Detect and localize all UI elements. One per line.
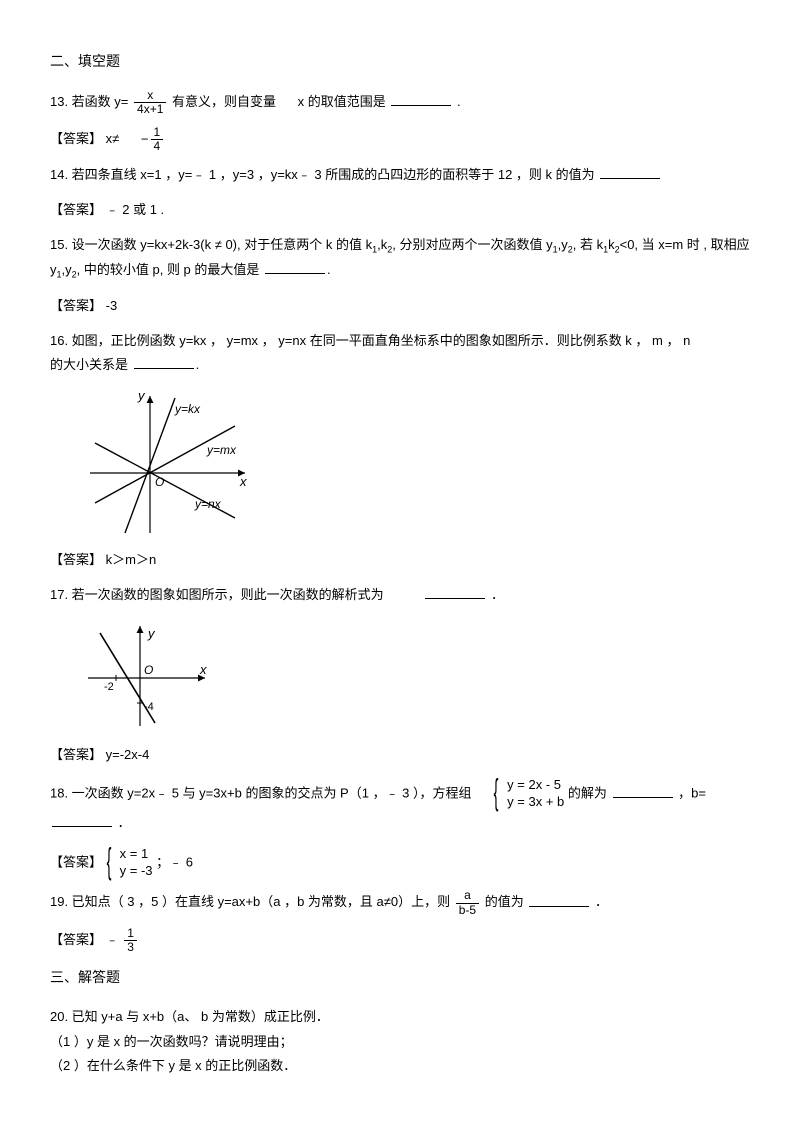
- q13-frac-den: 4x+1: [134, 103, 166, 116]
- fig17-m4: -4: [144, 701, 154, 713]
- q20-l2: （1 ）y 是 x 的一次函数吗？请说明理由；: [50, 1030, 750, 1055]
- q13-pre: 13. 若函数 y=: [50, 94, 128, 109]
- q19-frac-num: a: [456, 889, 479, 903]
- q15-l2b: ,y: [62, 262, 72, 277]
- q16: 16. 如图，正比例函数 y=kx ， y=mx ， y=nx 在同一平面直角坐…: [50, 329, 750, 378]
- q19-end: ．: [595, 895, 608, 910]
- q15-blank: [265, 260, 325, 274]
- fig16-o: O: [155, 475, 164, 489]
- q18-system: y = 2x - 5 y = 3x + b: [493, 777, 564, 811]
- a13: 【答案】 x≠ − 1 4: [50, 126, 750, 153]
- a18-tail: ；﹣ 6: [156, 854, 193, 869]
- q15-l2c: , 中的较小值 p, 则 p 的最大值是: [77, 262, 260, 277]
- a16-val: k＞m＞n: [106, 552, 157, 567]
- a15: 【答案】 -3: [50, 294, 750, 319]
- q20: 20. 已知 y+a 与 x+b（a、 b 为常数）成正比例． （1 ）y 是 …: [50, 1005, 750, 1079]
- a17: 【答案】 y=-2x-4: [50, 743, 750, 768]
- q19: 19. 已知点（ 3 ，5 ）在直线 y=ax+b（a ，b 为常数，且 a≠0…: [50, 889, 750, 916]
- a19-frac-num: 1: [124, 927, 137, 941]
- a16-label: 【答案】: [50, 552, 102, 567]
- q13-fraction: x 4x+1: [134, 89, 166, 116]
- a15-label: 【答案】: [50, 298, 102, 313]
- a15-val: -3: [106, 298, 118, 313]
- a18: 【答案】 x = 1 y = -3 ；﹣ 6: [50, 846, 750, 880]
- a14-label: 【答案】: [50, 202, 102, 217]
- a18-system: x = 1 y = -3: [106, 846, 153, 880]
- q19-pre: 19. 已知点（ 3 ，5 ）在直线 y=ax+b（a ，b 为常数，且 a≠0…: [50, 895, 450, 910]
- q14-blank: [600, 165, 660, 179]
- a18-label: 【答案】: [50, 854, 102, 869]
- a19-fraction: 1 3: [124, 927, 137, 954]
- q19-frac-den: b-5: [456, 904, 479, 917]
- q18-end: ．: [118, 815, 131, 830]
- q16-blank: [134, 355, 194, 369]
- fig16-nx: y=nx: [194, 497, 222, 511]
- fig16-kx: y=kx: [174, 402, 201, 416]
- section-solve-title: 三、解答题: [50, 964, 750, 991]
- fig17-o: O: [144, 663, 153, 677]
- a14: 【答案】 ﹣ 2 或 1 .: [50, 198, 750, 223]
- q17-blank: [425, 585, 485, 599]
- q17-text: 17. 若一次函数的图象如图所示，则此一次函数的解析式为: [50, 587, 384, 602]
- fig17: y x O -2 -4: [80, 618, 750, 733]
- a13-fraction: 1 4: [151, 126, 164, 153]
- q13-blank: [391, 92, 451, 106]
- q17: 17. 若一次函数的图象如图所示，则此一次函数的解析式为 ．: [50, 583, 750, 608]
- a13-label: 【答案】: [50, 131, 102, 146]
- q18-pre: 18. 一次函数 y=2x﹣ 5 与 y=3x+b 的图象的交点为 P（1 ，﹣…: [50, 786, 472, 801]
- q16-l2end: .: [196, 357, 200, 372]
- a13-frac-num: 1: [151, 126, 164, 140]
- q20-l3: （2 ）在什么条件下 y 是 x 的正比例函数．: [50, 1054, 750, 1079]
- a17-label: 【答案】: [50, 747, 102, 762]
- q18: 18. 一次函数 y=2x﹣ 5 与 y=3x+b 的图象的交点为 P（1 ，﹣…: [50, 777, 750, 835]
- a19: 【答案】 ﹣ 1 3: [50, 927, 750, 954]
- q19-fraction: a b-5: [456, 889, 479, 916]
- q15-l2d: .: [327, 262, 331, 277]
- q18-blank2: [52, 813, 112, 827]
- q20-l1: 20. 已知 y+a 与 x+b（a、 b 为常数）成正比例．: [50, 1005, 750, 1030]
- a19-frac-den: 3: [124, 941, 137, 954]
- q19-post: 的值为: [485, 895, 524, 910]
- q13-frac-num: x: [134, 89, 166, 103]
- a19-neg: ﹣: [106, 932, 119, 947]
- q13-post1: 有意义，则自变量: [172, 94, 276, 109]
- fig16: y x O y=kx y=mx y=nx: [80, 388, 750, 538]
- a19-label: 【答案】: [50, 932, 102, 947]
- fig17-x: x: [199, 662, 207, 677]
- a14-val: ﹣ 2 或 1 .: [106, 202, 165, 217]
- q18-comma: ，b=: [678, 786, 706, 801]
- q13: 13. 若函数 y= x 4x+1 有意义，则自变量 x 的取值范围是 .: [50, 89, 750, 116]
- fig17-m2: -2: [104, 681, 114, 693]
- q16-l2: 的大小关系是: [50, 357, 128, 372]
- fig16-y: y: [137, 388, 146, 403]
- q15-l1g: <0, 当 x=m 时 , 取相应: [620, 237, 750, 252]
- fig16-mx: y=mx: [206, 443, 237, 457]
- q16-l1: 16. 如图，正比例函数 y=kx ， y=mx ， y=nx 在同一平面直角坐…: [50, 333, 690, 348]
- a13-eq: x≠: [106, 131, 120, 146]
- q14: 14. 若四条直线 x=1 ，y=﹣ 1 ，y=3 ，y=kx﹣ 3 所围成的凸…: [50, 163, 750, 188]
- a18-sys-r2: y = -3: [120, 863, 153, 880]
- q19-blank: [529, 893, 589, 907]
- q15-l1d: ,y: [558, 237, 568, 252]
- a16: 【答案】 k＞m＞n: [50, 548, 750, 573]
- q17-end: ．: [491, 587, 504, 602]
- section-fill-title: 二、填空题: [50, 48, 750, 75]
- q15: 15. 设一次函数 y=kx+2k-3(k ≠ 0), 对于任意两个 k 的值 …: [50, 233, 750, 284]
- q13-end: .: [457, 94, 461, 109]
- q14-text: 14. 若四条直线 x=1 ，y=﹣ 1 ，y=3 ，y=kx﹣ 3 所围成的凸…: [50, 167, 595, 182]
- fig17-y: y: [147, 626, 156, 641]
- q18-sys-r2: y = 3x + b: [507, 794, 564, 811]
- q15-l1e: , 若 k: [573, 237, 603, 252]
- q18-post1: 的解为: [568, 786, 607, 801]
- q18-sys-r1: y = 2x - 5: [507, 777, 564, 794]
- q15-l1b: ,k: [377, 237, 387, 252]
- fig16-x: x: [239, 474, 247, 489]
- a18-sys-r1: x = 1: [120, 846, 153, 863]
- q15-l1c: , 分别对应两个一次函数值 y: [392, 237, 552, 252]
- q13-post2: x 的取值范围是: [298, 94, 386, 109]
- q18-blank1: [613, 784, 673, 798]
- a17-val: y=-2x-4: [106, 747, 150, 762]
- q15-l1a: 15. 设一次函数 y=kx+2k-3(k ≠ 0), 对于任意两个 k 的值 …: [50, 237, 372, 252]
- a13-frac-den: 4: [151, 140, 164, 153]
